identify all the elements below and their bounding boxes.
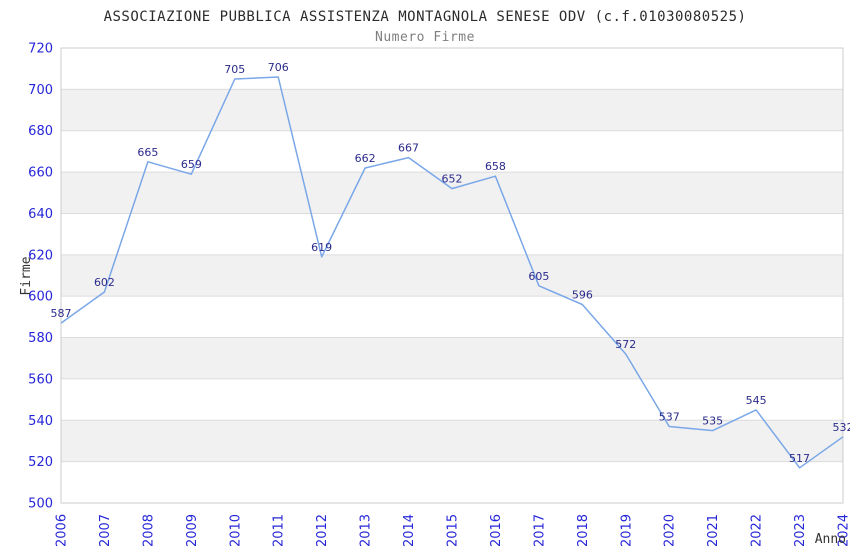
data-point-label: 517: [789, 452, 810, 465]
y-tick-label: 620: [28, 248, 53, 263]
plot-border: [60, 47, 844, 504]
y-tick-label: 500: [28, 497, 53, 512]
x-tick-label: 2007: [98, 514, 113, 547]
x-tick-label: 2012: [315, 514, 330, 547]
data-point-label: 596: [572, 288, 593, 301]
data-point-label: 659: [181, 158, 202, 171]
data-point-label: 587: [51, 307, 72, 320]
y-tick-label: 540: [28, 414, 53, 429]
x-tick-label: 2019: [619, 514, 634, 547]
grid-band: [61, 172, 843, 214]
x-tick-label: 2017: [532, 514, 547, 547]
y-tick-label: 640: [28, 207, 53, 222]
data-point-label: 537: [659, 410, 680, 423]
data-point-label: 532: [833, 421, 850, 434]
grid-band: [61, 337, 843, 379]
x-tick-label: 2010: [228, 514, 243, 547]
x-tick-label: 2022: [750, 514, 765, 547]
y-tick-label: 600: [28, 290, 53, 305]
grid-band: [61, 254, 843, 297]
x-tick-label: 2020: [663, 514, 678, 547]
x-axis-title: Anno: [815, 532, 846, 547]
data-point-label: 605: [528, 270, 549, 283]
data-point-label: 535: [702, 415, 723, 428]
x-tick-label: 2011: [272, 514, 287, 547]
x-tick-label: 2015: [446, 514, 461, 547]
data-point-label: 545: [746, 394, 767, 407]
data-point-label: 706: [268, 61, 289, 74]
data-point-label: 658: [485, 160, 506, 173]
grid-band: [61, 89, 843, 131]
x-tick-label: 2006: [55, 514, 70, 547]
x-tick-label: 2008: [141, 514, 156, 547]
data-point-label: 602: [94, 276, 115, 289]
data-point-label: 662: [355, 152, 376, 165]
y-tick-label: 720: [28, 42, 53, 57]
x-tick-label: 2021: [706, 514, 721, 547]
plot-area: 500 520 540 560 580 600 620 640 660 680 700 720 2006…: [28, 42, 850, 548]
series-line: [60, 76, 844, 469]
data-point-label: 665: [137, 146, 158, 159]
x-tick-label: 2024: [837, 514, 850, 547]
data-point-label: 705: [224, 63, 245, 76]
data-point-label: 572: [615, 338, 636, 351]
x-tick-label: 2009: [185, 514, 200, 547]
y-tick-label: 660: [28, 166, 53, 181]
y-tick-label: 520: [28, 455, 53, 470]
grid-band: [61, 420, 843, 462]
chart-subtitle: Numero Firme: [375, 30, 475, 45]
x-tick-label: 2016: [489, 514, 504, 547]
y-tick-label: 700: [28, 83, 53, 98]
data-point-label: 652: [442, 173, 463, 186]
x-tick-label: 2013: [359, 514, 374, 547]
x-tick-label: 2023: [793, 514, 808, 547]
y-axis-title: Firme: [19, 256, 34, 295]
x-tick-label: 2014: [402, 514, 417, 547]
x-tick-label: 2018: [576, 514, 591, 547]
chart-title: ASSOCIAZIONE PUBBLICA ASSISTENZA MONTAGN…: [104, 9, 747, 25]
y-tick-label: 580: [28, 331, 53, 346]
data-point-label: 619: [311, 241, 332, 254]
y-tick-label: 560: [28, 372, 53, 387]
y-tick-label: 680: [28, 124, 53, 139]
data-point-label: 667: [398, 142, 419, 155]
